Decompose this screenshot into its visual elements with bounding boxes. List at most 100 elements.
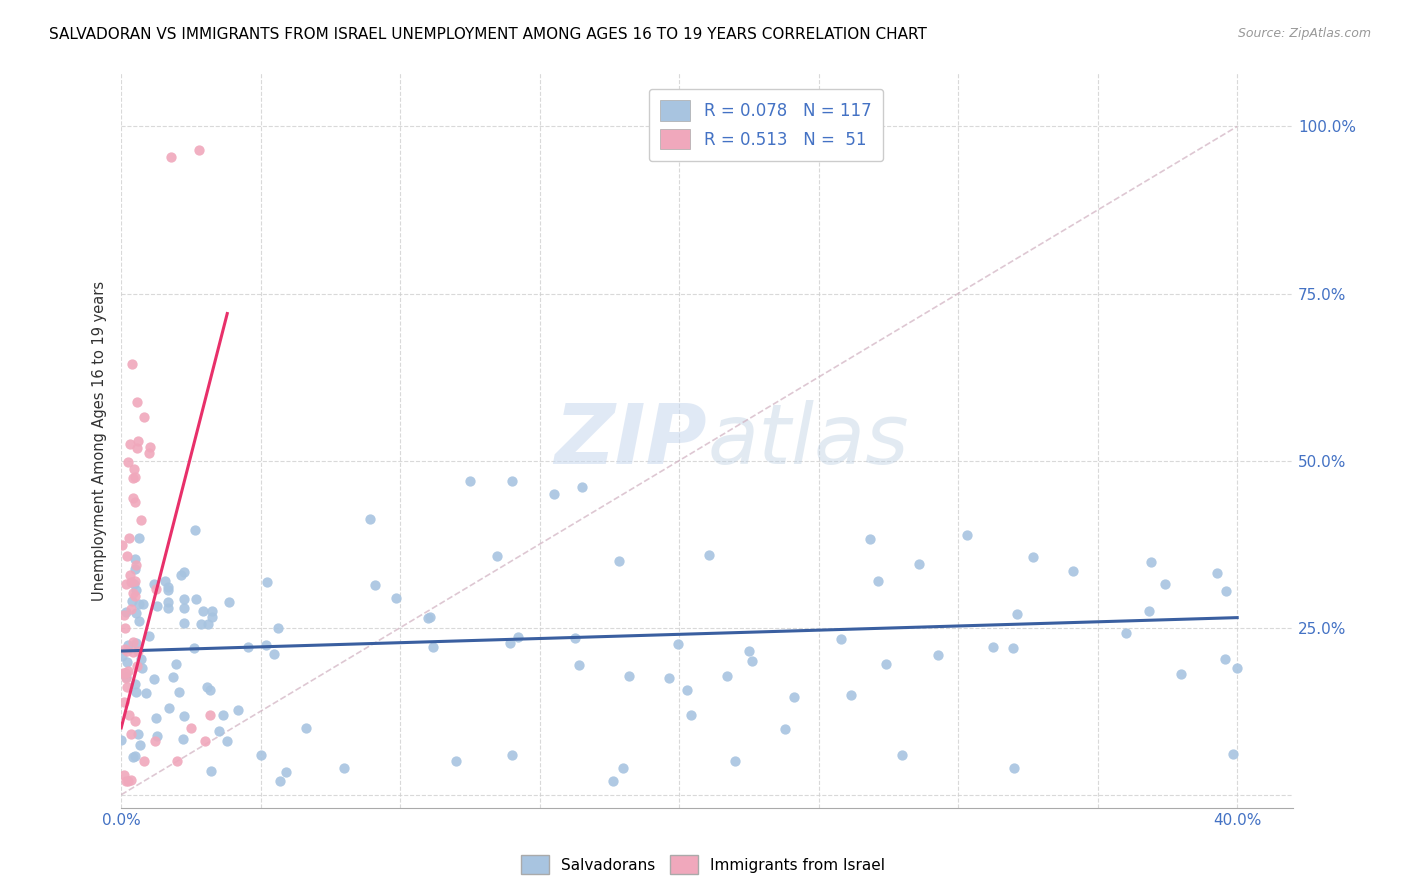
Point — [124, 589, 146, 603]
Point — [124, 677, 146, 691]
Point — [364, 578, 387, 592]
Point — [658, 672, 681, 686]
Point — [198, 683, 221, 698]
Point — [564, 631, 586, 645]
Point — [110, 733, 132, 747]
Point — [117, 455, 139, 469]
Point — [115, 549, 138, 563]
Point — [157, 582, 180, 597]
Point — [955, 528, 977, 542]
Point — [111, 538, 134, 552]
Point — [121, 357, 143, 371]
Point — [201, 610, 224, 624]
Point — [117, 664, 139, 678]
Point — [115, 671, 138, 685]
Point — [132, 754, 155, 768]
Point — [180, 721, 202, 735]
Point — [118, 531, 141, 545]
Point — [145, 582, 167, 596]
Point — [501, 474, 523, 488]
Point — [125, 442, 148, 456]
Point — [111, 648, 134, 663]
Point — [122, 491, 145, 505]
Point — [612, 761, 634, 775]
Point — [681, 708, 703, 723]
Point — [122, 462, 145, 476]
Point — [830, 632, 852, 646]
Point — [115, 774, 138, 789]
Point — [444, 754, 467, 768]
Point — [124, 636, 146, 650]
Point — [783, 690, 806, 704]
Point — [173, 565, 195, 579]
Point — [267, 621, 290, 635]
Point — [127, 395, 149, 409]
Point — [908, 557, 931, 571]
Point — [124, 470, 146, 484]
Point — [295, 721, 318, 735]
Point — [839, 688, 862, 702]
Point — [114, 642, 136, 657]
Point — [666, 637, 689, 651]
Point — [191, 604, 214, 618]
Point — [891, 747, 914, 762]
Point — [120, 727, 142, 741]
Point — [121, 586, 143, 600]
Point — [875, 657, 897, 672]
Point — [112, 607, 135, 622]
Point — [135, 686, 157, 700]
Point — [1139, 555, 1161, 569]
Point — [114, 665, 136, 680]
Point — [124, 574, 146, 588]
Point — [128, 614, 150, 628]
Point — [169, 685, 191, 699]
Point — [128, 597, 150, 611]
Point — [741, 654, 763, 668]
Point — [121, 594, 143, 608]
Point — [200, 707, 222, 722]
Point — [166, 754, 188, 768]
Point — [117, 638, 139, 652]
Point — [117, 774, 139, 789]
Point — [142, 672, 165, 686]
Point — [738, 644, 761, 658]
Point — [190, 617, 212, 632]
Point — [129, 652, 152, 666]
Point — [120, 602, 142, 616]
Point — [1213, 652, 1236, 666]
Point — [157, 601, 180, 615]
Point — [114, 665, 136, 680]
Point — [458, 474, 481, 488]
Point — [188, 143, 211, 157]
Point — [146, 599, 169, 613]
Point — [183, 640, 205, 655]
Point — [236, 640, 259, 655]
Point — [134, 409, 156, 424]
Point — [194, 734, 217, 748]
Point — [157, 701, 180, 715]
Legend: Salvadorans, Immigrants from Israel: Salvadorans, Immigrants from Israel — [515, 849, 891, 880]
Point — [157, 594, 180, 608]
Point — [173, 601, 195, 615]
Point — [172, 732, 194, 747]
Point — [506, 630, 529, 644]
Point — [333, 761, 356, 775]
Point — [160, 149, 183, 163]
Point — [131, 661, 153, 675]
Point — [254, 638, 277, 652]
Point — [208, 724, 231, 739]
Point — [571, 480, 593, 494]
Point — [115, 681, 138, 695]
Text: Source: ZipAtlas.com: Source: ZipAtlas.com — [1237, 27, 1371, 40]
Point — [498, 636, 520, 650]
Point — [112, 695, 135, 709]
Point — [263, 648, 285, 662]
Point — [118, 708, 141, 723]
Point — [156, 580, 179, 594]
Point — [1137, 604, 1160, 618]
Text: atlas: atlas — [707, 400, 908, 481]
Point — [118, 437, 141, 451]
Point — [775, 722, 797, 736]
Point — [115, 656, 138, 670]
Point — [197, 616, 219, 631]
